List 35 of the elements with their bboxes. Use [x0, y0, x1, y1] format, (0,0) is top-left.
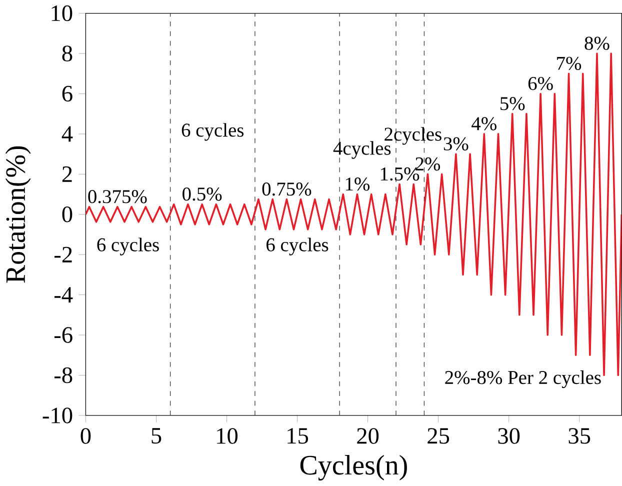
y-tick-label: 10: [52, 5, 72, 22]
annotation: 6 cycles: [97, 238, 159, 256]
y-tick-label: 2: [62, 166, 72, 182]
annotation: 3%: [444, 137, 468, 151]
annotation: 6%: [528, 77, 553, 90]
annotation: 1%: [346, 178, 370, 191]
x-tick-label: 20: [357, 428, 379, 444]
annotation: 2%-8% Per 2 cycles: [445, 370, 601, 388]
y-axis-title: Rotation(%): [5, 146, 31, 283]
annotation: 5%: [500, 97, 525, 110]
x-tick-label: 25: [428, 428, 450, 444]
annotation: 0.5%: [182, 188, 222, 201]
y-tick-label: -8: [54, 367, 72, 384]
y-tick-label: 0: [62, 206, 72, 222]
y-tick-label: 4: [62, 126, 73, 142]
annotation: 0.75%: [262, 182, 312, 196]
annotation: 0.375%: [88, 190, 147, 204]
x-tick-label: 15: [288, 428, 308, 444]
y-tick-label: -4: [54, 287, 73, 303]
x-axis-title: Cycles(n): [300, 455, 407, 481]
annotation: 6 cycles: [182, 123, 244, 141]
y-tick-label: 6: [62, 86, 72, 102]
y-tick-label: -6: [54, 327, 72, 343]
annotation: 6 cycles: [266, 238, 328, 256]
x-tick-label: 0: [80, 428, 91, 444]
y-tick-label: -10: [42, 408, 72, 424]
x-tick-label: 35: [568, 428, 590, 444]
y-tick-label: 8: [62, 46, 72, 62]
x-tick-label: 10: [217, 428, 238, 444]
x-tick-label: 5: [152, 428, 162, 444]
x-tick-label: 30: [498, 428, 520, 444]
annotation: 7%: [557, 56, 582, 70]
annotation: 4%: [472, 117, 496, 130]
annotation: 8%: [584, 36, 610, 50]
y-tick-label: -2: [54, 246, 72, 262]
